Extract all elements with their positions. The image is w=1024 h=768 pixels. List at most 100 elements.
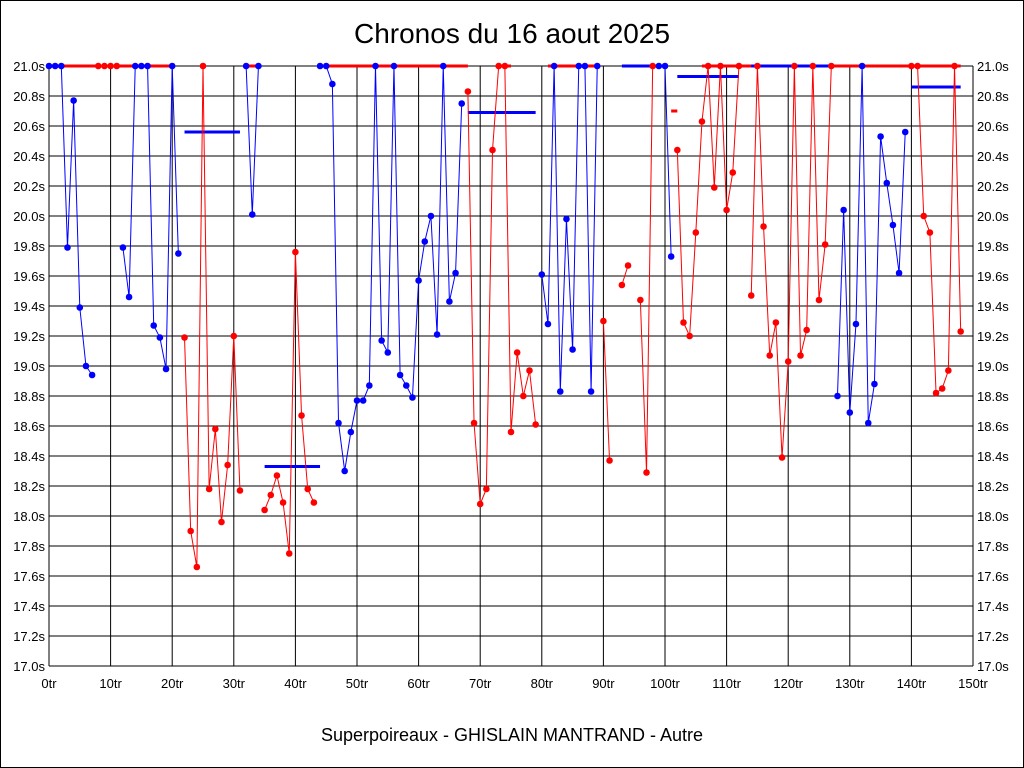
data-point bbox=[193, 563, 201, 571]
data-point bbox=[877, 133, 884, 140]
data-point bbox=[772, 319, 780, 326]
data-point bbox=[864, 419, 872, 427]
data-point bbox=[735, 62, 743, 70]
data-point bbox=[242, 62, 250, 70]
data-point bbox=[507, 428, 515, 436]
data-point bbox=[563, 215, 570, 223]
y-tick-label-left: 20.2s bbox=[13, 179, 45, 194]
data-point bbox=[556, 388, 564, 395]
data-point bbox=[957, 328, 964, 335]
data-point bbox=[532, 421, 539, 428]
y-tick-label-left: 20.0s bbox=[13, 209, 45, 224]
y-tick-label-left: 17.0s bbox=[13, 659, 45, 674]
data-point bbox=[828, 62, 835, 70]
data-point bbox=[483, 485, 490, 493]
data-point bbox=[156, 334, 164, 341]
x-tick-label: 130tr bbox=[835, 676, 865, 691]
data-point bbox=[501, 62, 509, 70]
data-point bbox=[495, 62, 502, 70]
series-segment bbox=[242, 62, 262, 218]
data-point bbox=[846, 409, 854, 416]
data-point bbox=[310, 499, 318, 506]
x-tick-label: 80tr bbox=[531, 676, 554, 691]
x-tick-label: 100tr bbox=[650, 676, 680, 691]
series-line bbox=[184, 65, 241, 568]
x-tick-label: 50tr bbox=[346, 676, 369, 691]
x-tick-labels: 0tr 10tr 20tr 30tr 40tr 50tr 60tr 70tr 80tr 90tr 1… bbox=[41, 676, 988, 691]
y-tick-label-right: 20.2s bbox=[977, 179, 1009, 194]
data-point bbox=[76, 304, 84, 311]
y-tick-label-right: 17.6s bbox=[977, 569, 1009, 584]
data-point bbox=[951, 62, 958, 70]
data-point bbox=[938, 385, 946, 392]
data-point bbox=[224, 461, 231, 469]
data-point bbox=[895, 269, 903, 277]
y-tick-label-right: 20.8s bbox=[977, 89, 1009, 104]
data-point bbox=[698, 118, 706, 125]
y-tick-label-right: 21.0s bbox=[977, 59, 1009, 74]
y-tick-label-right: 17.2s bbox=[977, 629, 1009, 644]
data-point bbox=[871, 380, 878, 388]
series-segment bbox=[600, 317, 613, 464]
data-point bbox=[692, 229, 700, 236]
data-point bbox=[569, 346, 576, 353]
data-point bbox=[138, 62, 145, 70]
y-tick-label-right: 19.6s bbox=[977, 269, 1009, 284]
data-point bbox=[285, 550, 293, 557]
series-segment bbox=[908, 62, 964, 397]
x-tick-label: 110tr bbox=[712, 676, 741, 691]
y-tick-label-left: 19.4s bbox=[13, 299, 45, 314]
series-segment bbox=[618, 262, 632, 289]
data-point bbox=[803, 326, 810, 334]
data-point bbox=[766, 352, 774, 359]
series-segment bbox=[181, 62, 244, 571]
data-point bbox=[439, 62, 447, 70]
data-point bbox=[754, 62, 761, 70]
data-point bbox=[187, 527, 194, 535]
series-line bbox=[676, 65, 740, 337]
average-lines bbox=[184, 64, 961, 468]
data-point bbox=[51, 62, 59, 70]
y-tick-label-right: 17.4s bbox=[977, 599, 1009, 614]
data-point bbox=[273, 472, 281, 479]
data-point bbox=[304, 485, 312, 493]
y-tick-label-right: 17.8s bbox=[977, 539, 1009, 554]
data-point bbox=[212, 425, 219, 433]
y-tick-label-left: 17.4s bbox=[13, 599, 45, 614]
data-point bbox=[852, 320, 860, 328]
x-tick-label: 140tr bbox=[897, 676, 927, 691]
data-point bbox=[606, 457, 613, 464]
data-point bbox=[421, 238, 429, 245]
x-tick-label: 20tr bbox=[161, 676, 184, 691]
x-tick-label: 30tr bbox=[223, 676, 246, 691]
y-tick-label-right: 18.4s bbox=[977, 449, 1009, 464]
data-point bbox=[729, 169, 737, 176]
series-segment bbox=[464, 62, 539, 508]
y-tick-label-left: 18.2s bbox=[13, 479, 45, 494]
data-point bbox=[544, 320, 552, 328]
x-tick-label: 60tr bbox=[407, 676, 430, 691]
lap-series bbox=[45, 62, 964, 571]
y-tick-label-right: 20.6s bbox=[977, 119, 1009, 134]
data-point bbox=[643, 469, 650, 476]
data-point bbox=[587, 388, 595, 395]
data-point bbox=[384, 349, 392, 356]
data-point bbox=[70, 97, 77, 104]
series-line bbox=[750, 65, 832, 458]
chart-title: Chronos du 16 aout 2025 bbox=[354, 18, 670, 49]
data-point bbox=[581, 62, 589, 70]
y-tick-label-right: 20.4s bbox=[977, 149, 1009, 164]
data-point bbox=[168, 62, 176, 70]
data-point bbox=[883, 179, 891, 187]
data-point bbox=[649, 62, 656, 70]
data-point bbox=[489, 146, 496, 154]
y-tick-label-right: 19.2s bbox=[977, 329, 1009, 344]
data-point bbox=[686, 332, 693, 340]
x-tick-label: 120tr bbox=[773, 676, 803, 691]
y-tick-label-right: 18.2s bbox=[977, 479, 1009, 494]
y-tick-label-left: 19.2s bbox=[13, 329, 45, 344]
data-point bbox=[378, 337, 385, 344]
data-point bbox=[600, 317, 607, 325]
data-point bbox=[131, 62, 139, 70]
